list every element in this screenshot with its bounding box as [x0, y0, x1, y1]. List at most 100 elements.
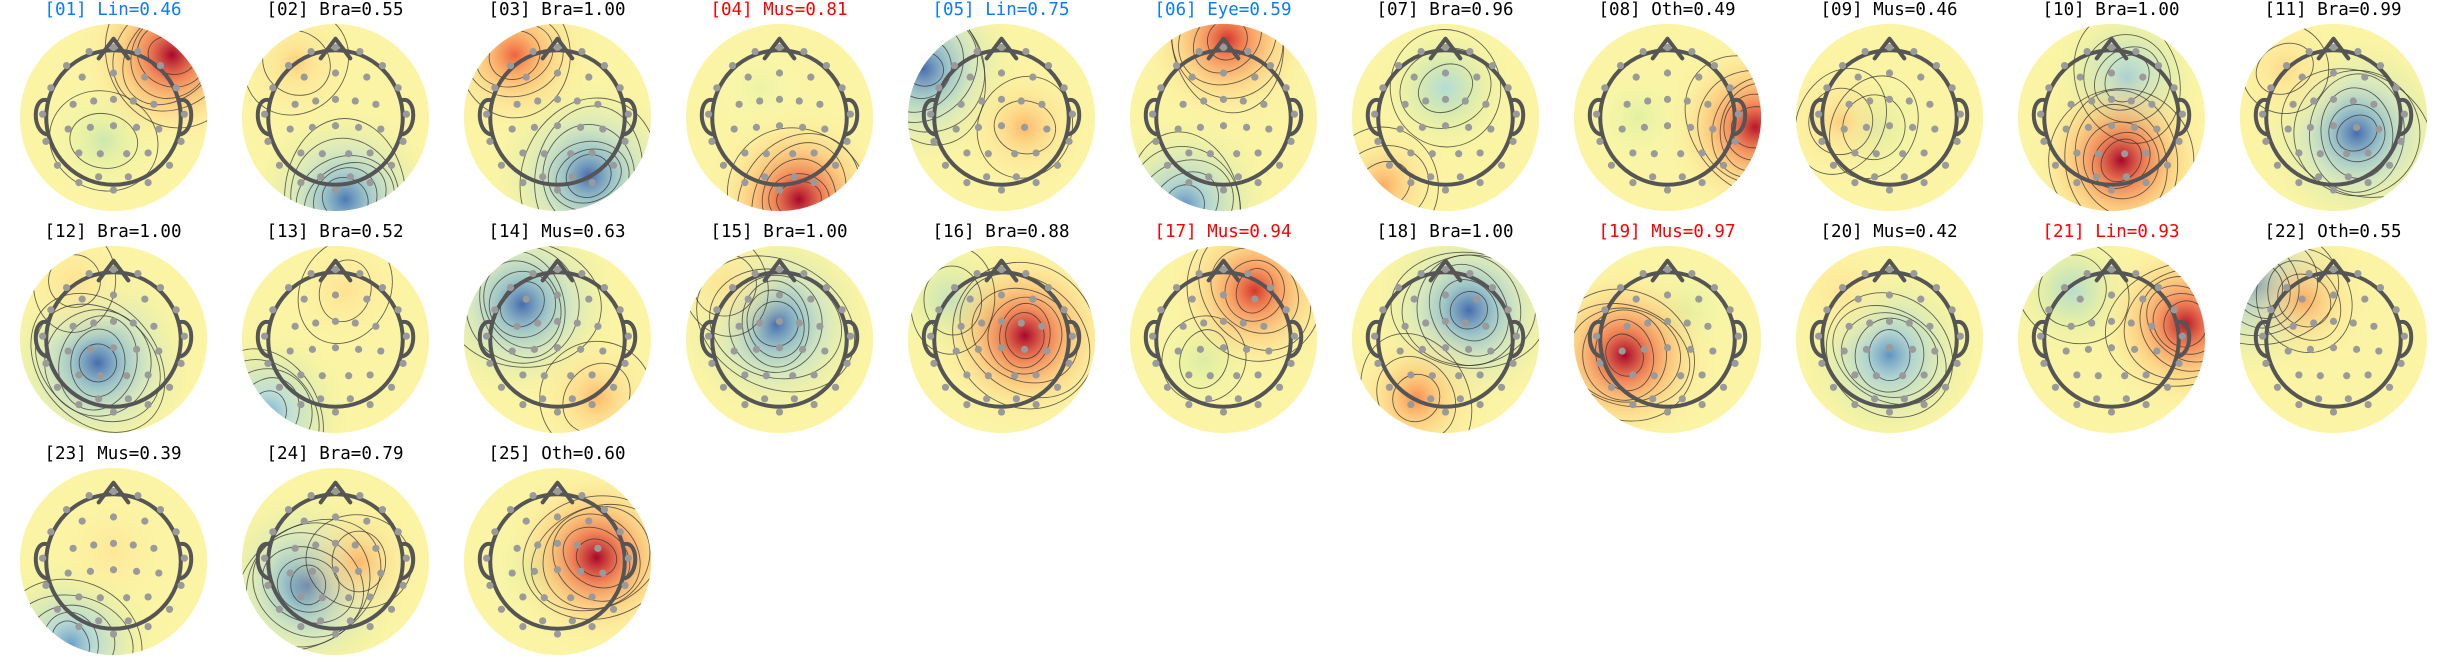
electrode-layer [1814, 43, 1964, 194]
ica-component-16[interactable]: [16] Bra=0.88 [890, 222, 1112, 444]
ica-component-07[interactable]: [07] Bra=0.96 [1334, 0, 1556, 222]
ica-component-22[interactable]: [22] Oth=0.55 [2222, 222, 2438, 444]
ica-component-11[interactable]: [11] Bra=0.99 [2222, 0, 2438, 222]
topomap-11 [2239, 23, 2427, 212]
ica-component-06[interactable]: [06] Eye=0.59 [1112, 0, 1334, 222]
component-label-24: [24] Bra=0.79 [266, 444, 404, 464]
ica-component-12[interactable]: [12] Bra=1.00 [2, 222, 224, 444]
topomap-25 [463, 467, 651, 656]
topography-11 [2222, 20, 2438, 215]
topomap-14 [463, 245, 651, 434]
ica-component-08[interactable]: [08] Oth=0.49 [1556, 0, 1778, 222]
topomap-02 [241, 23, 429, 212]
topography-03 [446, 20, 668, 215]
topomap-09 [1795, 23, 1983, 212]
electrode-layer [1592, 265, 1742, 416]
ica-component-02[interactable]: [02] Bra=0.55 [224, 0, 446, 222]
electrode-layer [38, 487, 188, 638]
component-label-09: [09] Mus=0.46 [1820, 0, 1958, 20]
ica-component-03[interactable]: [03] Bra=1.00 [446, 0, 668, 222]
topography-13 [224, 242, 446, 437]
topography-17 [1112, 242, 1334, 437]
electrode-layer [926, 265, 1076, 416]
topography-08 [1556, 20, 1778, 215]
electrode-layer [482, 43, 632, 194]
component-label-16: [16] Bra=0.88 [932, 222, 1070, 242]
component-label-23: [23] Mus=0.39 [44, 444, 182, 464]
topomap-12 [19, 245, 207, 434]
ica-component-05[interactable]: [05] Lin=0.75 [890, 0, 1112, 222]
ica-component-24[interactable]: [24] Bra=0.79 [224, 444, 446, 666]
topography-25 [446, 464, 668, 659]
topography-19 [1556, 242, 1778, 437]
component-label-04: [04] Mus=0.81 [710, 0, 848, 20]
ica-component-20[interactable]: [20] Mus=0.42 [1778, 222, 2000, 444]
electrode-layer [482, 265, 632, 416]
topography-22 [2222, 242, 2438, 437]
topomap-06 [1129, 23, 1317, 212]
component-label-05: [05] Lin=0.75 [932, 0, 1070, 20]
component-label-12: [12] Bra=1.00 [44, 222, 182, 242]
topomap-07 [1351, 23, 1539, 212]
electrode-layer [2036, 43, 2186, 194]
component-label-06: [06] Eye=0.59 [1154, 0, 1292, 20]
component-label-20: [20] Mus=0.42 [1820, 222, 1958, 242]
ica-component-15[interactable]: [15] Bra=1.00 [668, 222, 890, 444]
component-label-13: [13] Bra=0.52 [266, 222, 404, 242]
topography-04 [668, 20, 890, 215]
electrode-layer [2036, 265, 2186, 416]
ica-component-10[interactable]: [10] Bra=1.00 [2000, 0, 2222, 222]
topomap-01 [19, 23, 207, 212]
ica-component-13[interactable]: [13] Bra=0.52 [224, 222, 446, 444]
component-label-19: [19] Mus=0.97 [1598, 222, 1736, 242]
component-label-17: [17] Mus=0.94 [1154, 222, 1292, 242]
component-label-15: [15] Bra=1.00 [710, 222, 848, 242]
electrode-layer [1814, 265, 1964, 416]
ica-component-01[interactable]: [01] Lin=0.46 [2, 0, 224, 222]
topography-12 [2, 242, 224, 437]
ica-component-14[interactable]: [14] Mus=0.63 [446, 222, 668, 444]
topography-10 [2000, 20, 2222, 215]
topomap-08 [1573, 23, 1761, 212]
component-label-01: [01] Lin=0.46 [44, 0, 182, 20]
topography-07 [1334, 20, 1556, 215]
ica-component-23[interactable]: [23] Mus=0.39 [2, 444, 224, 666]
electrode-layer [704, 265, 854, 416]
topomap-17 [1129, 245, 1317, 434]
electrode-layer [38, 265, 188, 416]
topography-21 [2000, 242, 2222, 437]
topography-24 [224, 464, 446, 659]
topography-23 [2, 464, 224, 659]
electrode-layer [482, 487, 632, 638]
component-label-10: [10] Bra=1.00 [2042, 0, 2180, 20]
ica-component-17[interactable]: [17] Mus=0.94 [1112, 222, 1334, 444]
topography-09 [1778, 20, 2000, 215]
electrode-layer [2258, 43, 2408, 194]
component-label-14: [14] Mus=0.63 [488, 222, 626, 242]
electrode-layer [1148, 265, 1298, 416]
electrode-layer [704, 43, 854, 194]
electrode-layer [1370, 43, 1520, 194]
topomap-10 [2017, 23, 2205, 212]
ica-component-21[interactable]: [21] Lin=0.93 [2000, 222, 2222, 444]
topography-18 [1334, 242, 1556, 437]
ica-component-18[interactable]: [18] Bra=1.00 [1334, 222, 1556, 444]
ica-component-19[interactable]: [19] Mus=0.97 [1556, 222, 1778, 444]
ica-component-04[interactable]: [04] Mus=0.81 [668, 0, 890, 222]
component-label-22: [22] Oth=0.55 [2264, 222, 2402, 242]
electrode-layer [260, 43, 410, 194]
topomap-23 [19, 467, 207, 656]
topomap-22 [2239, 245, 2427, 434]
electrode-layer [926, 43, 1076, 194]
component-label-11: [11] Bra=0.99 [2264, 0, 2402, 20]
topomap-20 [1795, 245, 1983, 434]
component-label-08: [08] Oth=0.49 [1598, 0, 1736, 20]
topomap-13 [241, 245, 429, 434]
electrode-layer [38, 43, 188, 194]
component-label-03: [03] Bra=1.00 [488, 0, 626, 20]
topomap-19 [1573, 245, 1761, 434]
component-label-07: [07] Bra=0.96 [1376, 0, 1514, 20]
ica-component-25[interactable]: [25] Oth=0.60 [446, 444, 668, 666]
component-label-25: [25] Oth=0.60 [488, 444, 626, 464]
ica-component-09[interactable]: [09] Mus=0.46 [1778, 0, 2000, 222]
